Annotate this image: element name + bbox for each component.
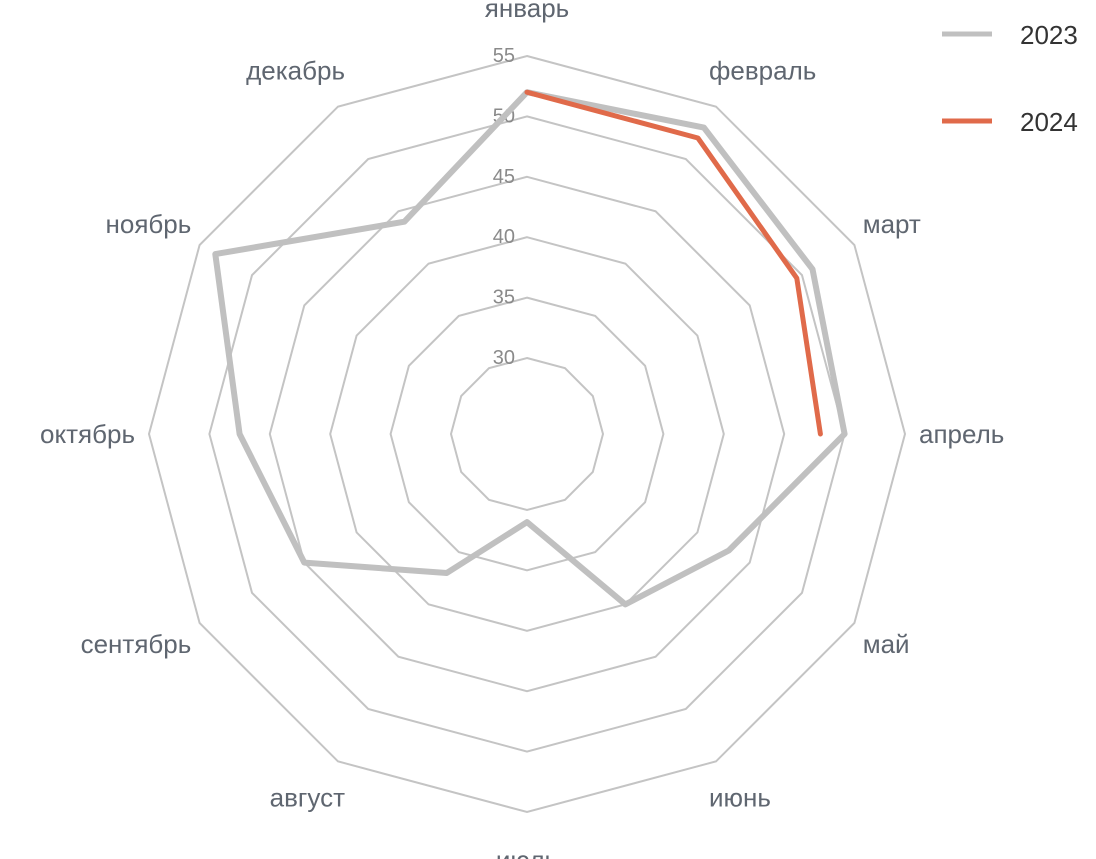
tick-label-40: 40 bbox=[493, 226, 515, 248]
category-label-8: сентябрь bbox=[81, 629, 192, 659]
grid-ring-30 bbox=[449, 356, 605, 512]
grid-ring-40 bbox=[329, 236, 725, 632]
tick-label-30: 30 bbox=[493, 347, 515, 369]
grid-ring-35 bbox=[389, 296, 665, 572]
series-line-2023 bbox=[212, 89, 848, 608]
series-line-2024 bbox=[524, 89, 823, 437]
category-label-4: май bbox=[863, 629, 910, 659]
category-label-5: июнь bbox=[709, 783, 771, 813]
category-label-3: апрель bbox=[919, 419, 1004, 449]
grid-layer bbox=[147, 54, 907, 814]
category-labels: январь февраль март апрель май июнь июль август… bbox=[40, 0, 1004, 859]
category-label-1: февраль bbox=[709, 55, 816, 85]
tick-label-35: 35 bbox=[493, 287, 515, 309]
category-label-0: январь bbox=[485, 0, 569, 23]
tick-label-45: 45 bbox=[493, 166, 515, 188]
legend-label-2024: 2024 bbox=[1020, 107, 1078, 137]
category-label-10: ноябрь bbox=[106, 209, 192, 239]
category-label-9: октябрь bbox=[40, 419, 135, 449]
grid-ring-55 bbox=[147, 54, 907, 814]
legend: 2023 2024 bbox=[942, 20, 1078, 137]
tick-label-55: 55 bbox=[493, 45, 515, 67]
legend-label-2023: 2023 bbox=[1020, 20, 1078, 50]
series-layer bbox=[212, 89, 848, 608]
category-label-6: июль bbox=[496, 845, 558, 859]
grid-ring-45 bbox=[268, 175, 786, 693]
category-label-11: декабрь bbox=[246, 55, 345, 85]
grid-ring-50 bbox=[208, 115, 846, 753]
category-label-2: март bbox=[863, 209, 921, 239]
category-label-7: август bbox=[270, 783, 345, 813]
